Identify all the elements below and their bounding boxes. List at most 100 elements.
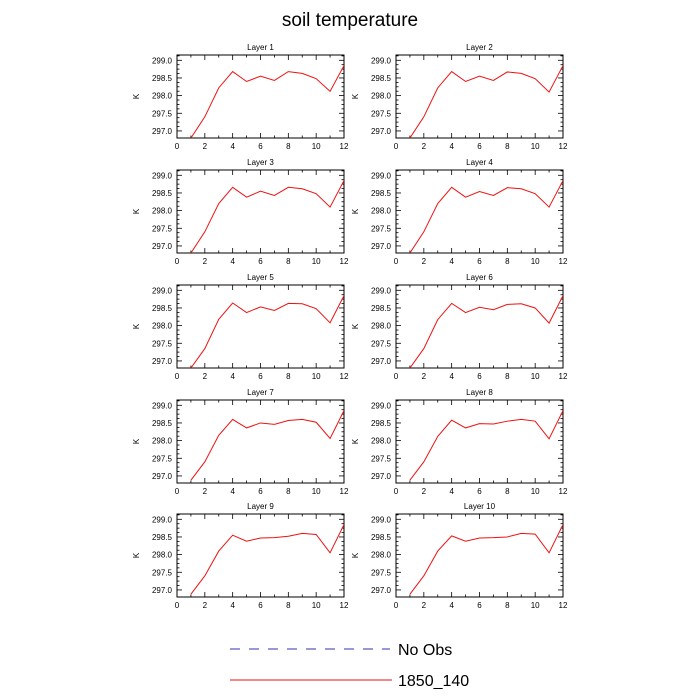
plot-frame (395, 399, 564, 484)
y-tick-label: 298.5 (152, 74, 173, 83)
x-tick-label: 8 (505, 372, 510, 381)
x-tick-label: 0 (394, 487, 399, 496)
x-tick-label: 2 (422, 142, 427, 151)
x-tick-label: 10 (531, 487, 540, 496)
x-tick-label: 12 (559, 487, 568, 496)
x-tick-label: 12 (340, 142, 349, 151)
x-tick-label: 2 (203, 257, 208, 266)
x-tick-label: 2 (203, 601, 208, 610)
figure-title: soil temperature (282, 10, 418, 31)
y-tick-label: 297.5 (152, 339, 173, 348)
legend-label-no-obs: No Obs (398, 642, 452, 659)
x-tick-label: 0 (175, 601, 180, 610)
x-tick-label: 8 (286, 142, 291, 151)
plot-frame (395, 284, 564, 369)
panel-title: Layer 5 (247, 273, 274, 282)
x-tick-label: 4 (230, 487, 235, 496)
panel-layer-4: Layer 4 K 0 2 4 6 8 10 12 297.0 297.5 298.0 298.5 299… (351, 158, 568, 266)
series-line-1850-140 (190, 180, 344, 253)
y-tick-label: 298.0 (371, 551, 392, 560)
panel-layer-5: Layer 5 K 0 2 4 6 8 10 12 297.0 297.5 298.0 298.5 299… (132, 273, 349, 381)
x-tick-label: 4 (449, 487, 454, 496)
plot-frame (395, 513, 564, 598)
x-tick-label: 10 (531, 601, 540, 610)
y-tick-label: 298.5 (371, 304, 392, 313)
y-tick-label: 299.0 (371, 56, 392, 65)
y-tick-label: 297.0 (152, 127, 173, 136)
x-tick-label: 4 (230, 142, 235, 151)
x-tick-label: 2 (203, 487, 208, 496)
x-tick-label: 10 (312, 142, 321, 151)
series-line-1850-140 (190, 295, 344, 368)
x-tick-label: 4 (230, 601, 235, 610)
panel-title: Layer 8 (466, 388, 493, 397)
y-tick-label: 298.0 (371, 92, 392, 101)
x-tick-label: 2 (422, 601, 427, 610)
x-tick-label: 4 (449, 142, 454, 151)
x-tick-label: 8 (505, 142, 510, 151)
panel-title: Layer 1 (247, 43, 274, 52)
x-tick-label: 4 (230, 372, 235, 381)
x-tick-label: 0 (175, 142, 180, 151)
x-tick-label: 10 (312, 372, 321, 381)
x-tick-label: 8 (505, 487, 510, 496)
y-axis-label: K (351, 208, 360, 214)
x-tick-label: 12 (340, 257, 349, 266)
y-axis-label: K (351, 93, 360, 99)
y-tick-label: 297.0 (371, 472, 392, 481)
y-tick-label: 297.0 (152, 357, 173, 366)
y-tick-label: 297.0 (152, 586, 173, 595)
series-line-1850-140 (190, 65, 344, 138)
y-tick-label: 297.5 (371, 454, 392, 463)
x-tick-label: 8 (286, 487, 291, 496)
panel-layer-7: Layer 7 K 0 2 4 6 8 10 12 297.0 297.5 298.0 298.5 299… (132, 388, 349, 496)
x-tick-label: 10 (312, 487, 321, 496)
y-tick-label: 299.0 (152, 515, 173, 524)
panel-title: Layer 9 (247, 502, 274, 511)
y-tick-label: 297.5 (152, 454, 173, 463)
x-tick-label: 10 (312, 601, 321, 610)
series-line-1850-140 (190, 410, 344, 481)
y-axis-label: K (351, 438, 360, 444)
plot-frame (395, 169, 564, 254)
y-tick-label: 297.5 (152, 568, 173, 577)
series-line-1850-140 (409, 65, 563, 138)
x-tick-label: 6 (477, 372, 482, 381)
panel-layer-6: Layer 6 K 0 2 4 6 8 10 12 297.0 297.5 298.0 298.5 299… (351, 273, 568, 381)
y-tick-label: 298.0 (371, 207, 392, 216)
y-tick-label: 298.0 (371, 322, 392, 331)
y-tick-label: 297.0 (371, 586, 392, 595)
x-tick-label: 12 (559, 372, 568, 381)
x-tick-label: 12 (340, 601, 349, 610)
x-tick-label: 0 (394, 257, 399, 266)
plot-frame (176, 284, 345, 369)
panel-title: Layer 6 (466, 273, 493, 282)
x-tick-label: 2 (422, 257, 427, 266)
x-tick-label: 10 (531, 372, 540, 381)
x-tick-label: 6 (258, 142, 263, 151)
y-axis-label: K (132, 552, 141, 558)
x-tick-label: 6 (477, 142, 482, 151)
y-tick-label: 298.5 (371, 419, 392, 428)
y-axis-label: K (132, 208, 141, 214)
x-tick-label: 10 (531, 142, 540, 151)
plot-frame (176, 54, 345, 139)
x-tick-label: 4 (449, 257, 454, 266)
x-tick-label: 2 (422, 487, 427, 496)
x-tick-label: 12 (559, 257, 568, 266)
x-tick-label: 6 (258, 487, 263, 496)
x-tick-label: 8 (286, 601, 291, 610)
panel-layer-10: Layer 10 K 0 2 4 6 8 10 12 297.0 297.5 298.0 298.5 29… (351, 502, 568, 610)
y-tick-label: 297.5 (371, 224, 392, 233)
plot-frame (176, 513, 345, 598)
x-tick-label: 0 (394, 142, 399, 151)
y-tick-label: 297.0 (371, 127, 392, 136)
y-axis-label: K (351, 323, 360, 329)
y-tick-label: 299.0 (371, 286, 392, 295)
x-tick-label: 0 (175, 257, 180, 266)
panel-title: Layer 7 (247, 388, 274, 397)
y-tick-label: 297.5 (371, 568, 392, 577)
y-tick-label: 297.5 (152, 224, 173, 233)
y-tick-label: 297.5 (371, 109, 392, 118)
y-tick-label: 297.0 (371, 357, 392, 366)
